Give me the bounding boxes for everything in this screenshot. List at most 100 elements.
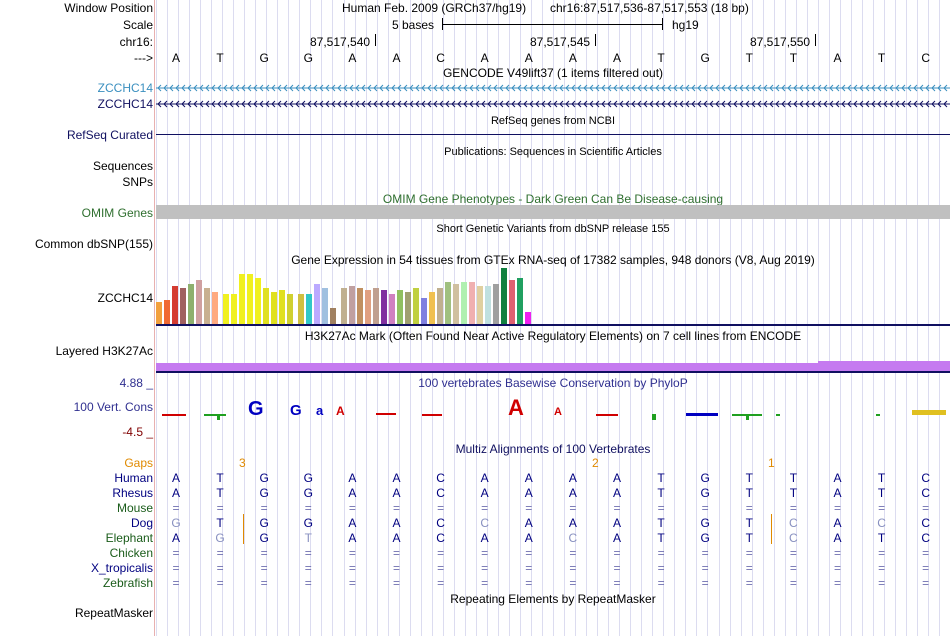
gtex-tissue-bar[interactable] [469,282,475,324]
alignment-base: T [216,486,224,500]
publications-sequences-label[interactable]: Sequences [92,159,153,173]
h3k27ac-signal[interactable] [156,363,950,372]
gtex-tissue-bar[interactable] [485,286,491,324]
gtex-tissue-bar[interactable] [389,294,395,324]
gtex-tissue-bar[interactable] [298,294,304,324]
gtex-tissue-bar[interactable] [223,294,229,324]
gtex-tissue-bar[interactable] [517,278,523,324]
alignment-base: = [613,546,621,560]
gencode-gene-label[interactable]: ZCCHC14 [97,97,153,111]
alignment-base: = [392,561,400,575]
coord-label: 87,517,545 [530,35,591,49]
gtex-tissue-bar[interactable] [322,288,328,324]
omim-track-label[interactable]: OMIM Genes [81,206,153,220]
gtex-tissue-bar[interactable] [357,288,363,324]
coord-tick [375,34,376,46]
gtex-tissue-bar[interactable] [204,288,210,324]
h3k27ac-track-title: H3K27Ac Mark (Often Found Near Active Re… [304,329,802,343]
h3k27ac-track-label[interactable]: Layered H3K27Ac [55,344,153,358]
gtex-tissue-bar[interactable] [365,290,371,324]
alignment-base: G [303,471,313,485]
gtex-track-title: Gene Expression in 54 tissues from GTEx … [291,253,815,267]
gtex-tissue-bar[interactable] [188,284,194,324]
species-label[interactable]: Human [114,471,153,485]
gtex-tissue-bar[interactable] [405,292,411,324]
dbsnp-track-label[interactable]: Common dbSNP(155) [34,237,153,251]
gtex-tissue-bar[interactable] [212,292,218,324]
conservation-track-label[interactable]: 100 Vert. Cons [73,400,153,414]
repeatmasker-track-label[interactable]: RepeatMasker [74,606,153,620]
species-label[interactable]: Chicken [109,546,153,560]
dbsnp-track-title: Short Genetic Variants from dbSNP releas… [436,223,670,235]
gtex-tissue-bar[interactable] [172,286,178,324]
alignment-base: = [304,576,312,590]
alignment-base: = [525,576,533,590]
sequence-base: G [259,51,269,65]
gtex-tissue-bar[interactable] [501,268,507,324]
gtex-tissue-bar[interactable] [287,294,293,324]
gtex-tissue-bar[interactable] [314,284,320,324]
alignment-base: = [657,561,665,575]
gencode-gene-model[interactable] [156,97,950,111]
refseq-track-title: RefSeq genes from NCBI [490,115,616,127]
gtex-tissue-bar[interactable] [421,298,427,324]
gtex-tissue-bar[interactable] [477,286,483,324]
gtex-tissue-bar[interactable] [239,274,245,324]
alignment-base: T [877,471,886,485]
gtex-tissue-bar[interactable] [445,282,451,324]
species-label[interactable]: Rhesus [112,486,153,500]
label-separator [154,0,155,636]
gtex-tissue-bar[interactable] [180,288,186,324]
sequence-base: C [921,51,931,65]
species-label[interactable]: Elephant [105,531,153,545]
species-label[interactable]: Zebrafish [102,576,153,590]
species-label[interactable]: X_tropicalis [90,561,153,575]
gtex-tissue-bar[interactable] [271,292,277,324]
gtex-tissue-bar[interactable] [306,294,312,324]
sequence-base: C [436,51,445,65]
gtex-tissue-bar[interactable] [437,288,443,324]
gtex-tissue-bar[interactable] [509,280,515,324]
species-label[interactable]: Mouse [116,501,153,515]
alignment-base: = [481,561,489,575]
gtex-tissue-bar[interactable] [493,284,499,324]
gtex-tissue-bar[interactable] [429,292,435,324]
gtex-tissue-bar[interactable] [247,274,253,324]
refseq-track-label[interactable]: RefSeq Curated [66,128,153,142]
gtex-tissue-bar[interactable] [279,290,285,324]
conservation-score-mark [912,410,946,415]
gtex-tissue-bar[interactable] [413,288,419,324]
gtex-tissue-bar[interactable] [373,288,379,324]
gencode-gene-label[interactable]: ZCCHC14 [97,81,153,95]
conservation-min-label: -4.5 _ [122,425,153,439]
gtex-tissue-bar[interactable] [263,288,269,324]
omim-gene-bar[interactable] [156,205,950,219]
alignment-base: = [789,501,797,515]
gtex-tissue-bar[interactable] [156,302,162,324]
gtex-tissue-bar[interactable] [461,282,467,324]
gtex-tissue-bar[interactable] [330,308,336,324]
gtex-tissue-bar[interactable] [255,278,261,324]
gencode-gene-model[interactable] [156,81,950,95]
gtex-tissue-bar[interactable] [231,294,237,324]
gtex-tissue-bar[interactable] [525,312,531,324]
gtex-tissue-bar[interactable] [341,288,347,324]
gtex-tissue-bar[interactable] [381,290,387,324]
gtex-tissue-bar[interactable] [397,290,403,324]
alignment-base: A [480,471,489,485]
gtex-tissue-bar[interactable] [164,300,170,324]
alignment-base: = [657,501,665,515]
refseq-gene-line[interactable] [156,134,950,135]
alignment-base: A [524,471,533,485]
gtex-expression-barchart[interactable] [156,266,556,324]
gtex-track-label[interactable]: ZCCHC14 [97,291,153,305]
gtex-tissue-bar[interactable] [453,284,459,324]
publications-snps-label[interactable]: SNPs [122,175,153,189]
alignment-base: A [171,486,180,500]
species-label[interactable]: Dog [130,516,153,530]
gtex-tissue-bar[interactable] [196,280,202,324]
conservation-score-mark [876,414,880,416]
gtex-tissue-bar[interactable] [349,286,355,324]
alignment-base: = [216,546,224,560]
